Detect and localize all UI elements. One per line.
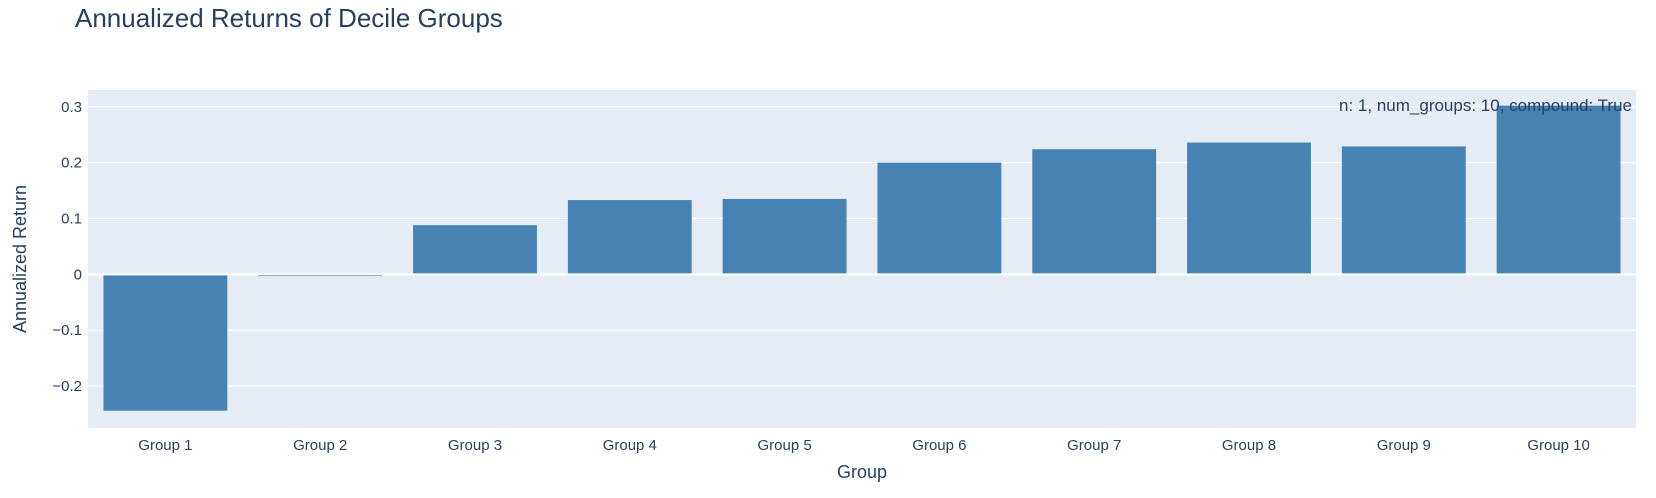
y-tick-label: 0.1 — [61, 210, 82, 227]
bar — [1496, 105, 1621, 275]
x-tick-label: Group 9 — [1377, 437, 1431, 454]
bar — [413, 225, 537, 275]
x-tick-label: Group 7 — [1067, 437, 1121, 454]
y-axis-ticks: −0.2 −0.1 0 0.1 0.2 0.3 — [52, 99, 82, 395]
bar — [1341, 146, 1466, 275]
bar — [877, 162, 1002, 275]
bar — [567, 200, 692, 275]
x-tick-label: Group 6 — [912, 437, 966, 454]
x-tick-label: Group 8 — [1222, 437, 1276, 454]
x-tick-label: Group 4 — [603, 437, 657, 454]
chart-annotation: n: 1, num_groups: 10, compound: True — [1339, 96, 1632, 115]
bar — [103, 274, 228, 411]
x-tick-label: Group 2 — [293, 437, 347, 454]
x-tick-label: Group 10 — [1527, 437, 1590, 454]
bar — [722, 198, 847, 275]
y-tick-label: 0.2 — [61, 155, 82, 172]
x-tick-label: Group 3 — [448, 437, 502, 454]
bars — [103, 105, 1621, 411]
y-tick-label: 0.3 — [61, 99, 82, 116]
x-axis-ticks: Group 1 Group 2 Group 3 Group 4 Group 5 Group… — [138, 437, 1590, 454]
y-tick-label: −0.2 — [52, 378, 82, 395]
bar — [1032, 149, 1157, 275]
bar — [1187, 142, 1311, 275]
y-tick-label: 0 — [74, 266, 82, 283]
y-axis-title: Annualized Return — [10, 185, 30, 333]
y-tick-label: −0.1 — [52, 322, 82, 339]
chart-title: Annualized Returns of Decile Groups — [75, 3, 503, 33]
x-tick-label: Group 5 — [757, 437, 811, 454]
x-tick-label: Group 1 — [138, 437, 192, 454]
x-axis-title: Group — [837, 462, 887, 482]
